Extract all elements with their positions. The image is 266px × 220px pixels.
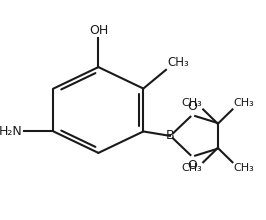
Text: CH₃: CH₃ <box>182 163 202 173</box>
Text: OH: OH <box>89 24 108 37</box>
Text: O: O <box>188 159 197 172</box>
Text: B: B <box>166 129 174 142</box>
Text: CH₃: CH₃ <box>182 98 202 108</box>
Text: CH₃: CH₃ <box>234 98 255 108</box>
Text: CH₃: CH₃ <box>167 56 189 69</box>
Text: O: O <box>188 100 197 113</box>
Text: CH₃: CH₃ <box>234 163 255 173</box>
Text: H₂N: H₂N <box>0 125 23 138</box>
